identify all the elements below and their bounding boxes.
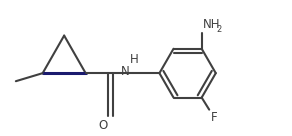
Text: O: O: [98, 119, 108, 132]
Text: NH: NH: [203, 18, 220, 31]
Text: F: F: [211, 111, 217, 124]
Text: 2: 2: [216, 25, 222, 34]
Text: H: H: [130, 53, 138, 66]
Text: N: N: [121, 65, 129, 78]
